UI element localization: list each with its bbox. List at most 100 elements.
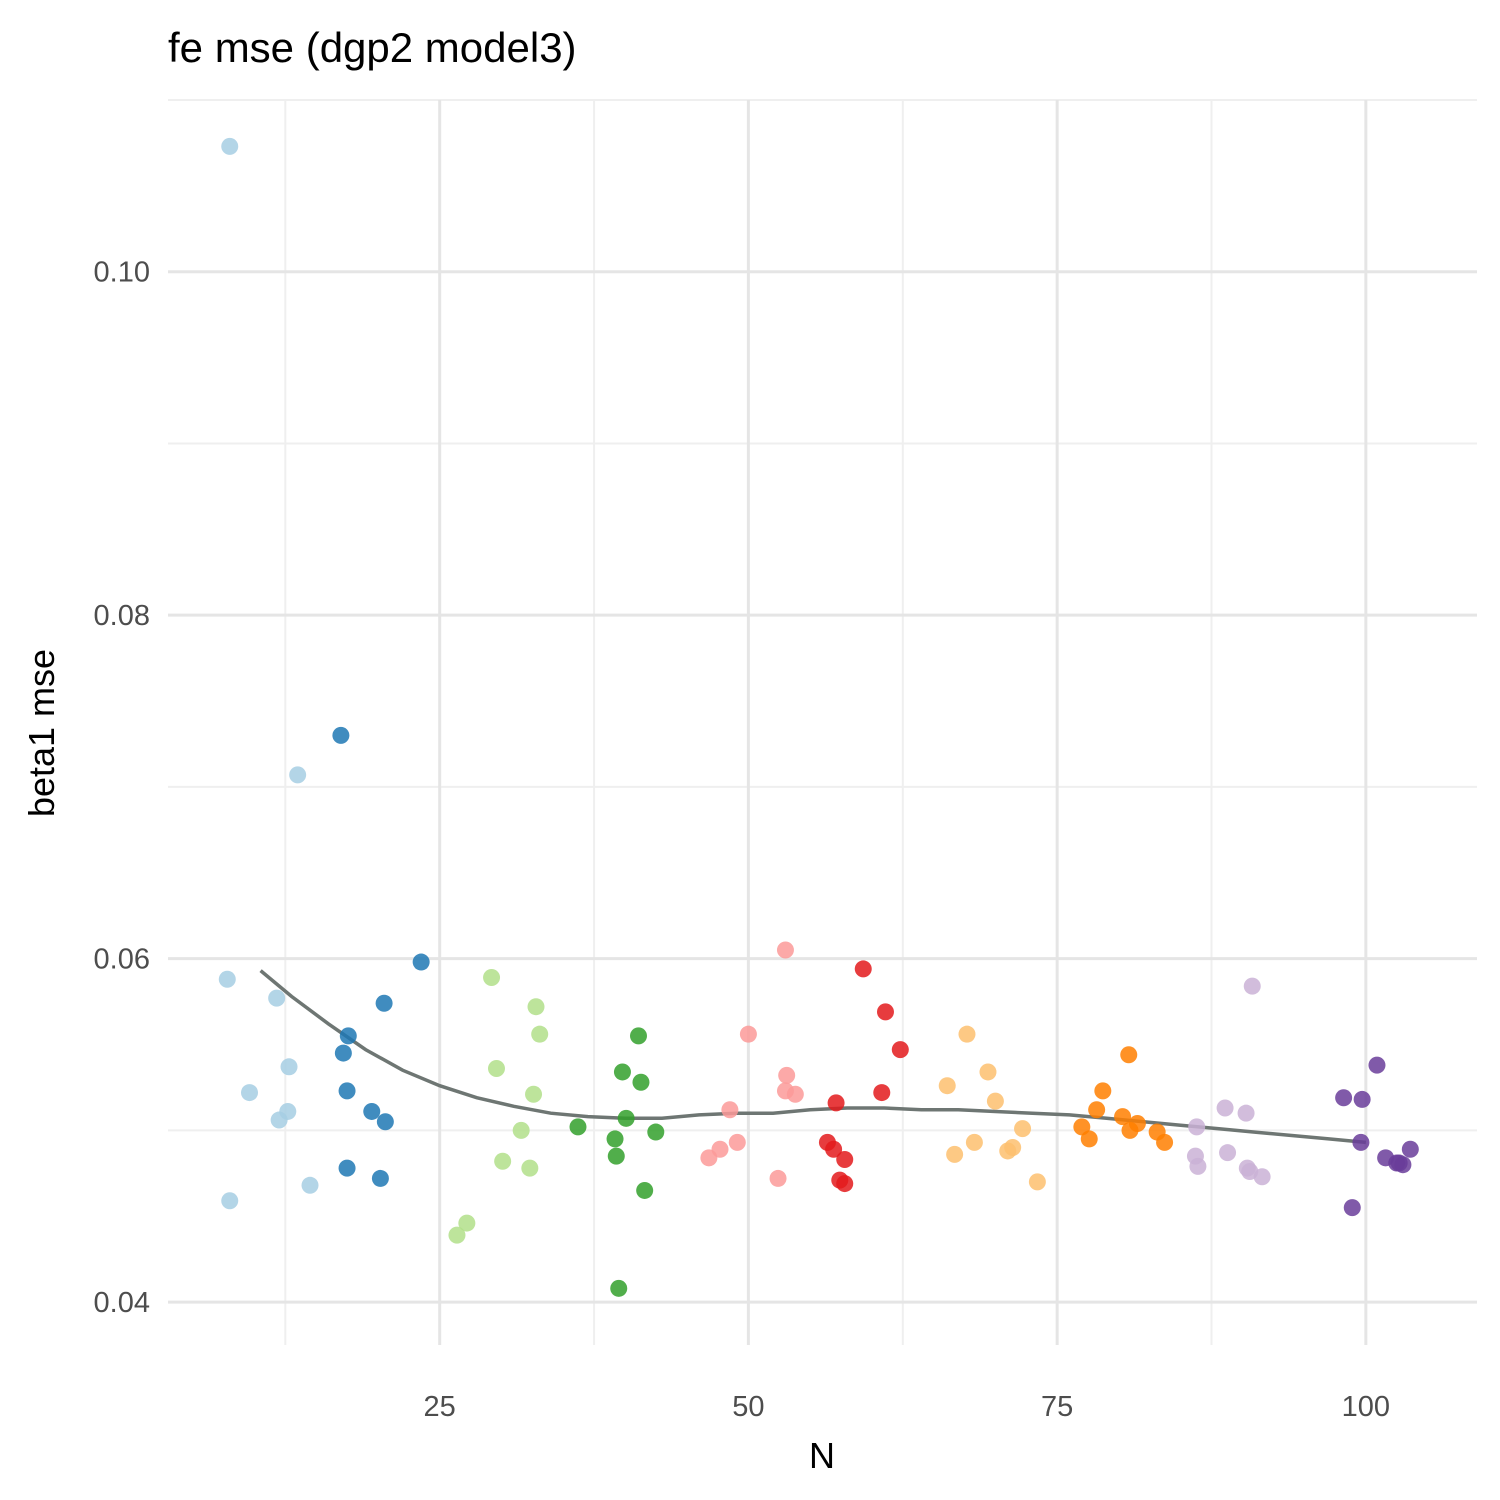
data-point [938,1077,956,1095]
smooth-line-layer [259,969,1367,1145]
points-layer [218,137,1419,1297]
data-point [412,953,430,971]
data-point [527,998,545,1016]
data-point [891,1041,909,1059]
data-point [458,1214,476,1232]
data-point [1188,1118,1206,1136]
data-point [1114,1108,1132,1126]
x-tick-label: 50 [732,1391,764,1423]
data-point [531,1025,549,1043]
data-point [1156,1133,1174,1151]
data-point [1120,1046,1138,1064]
data-point [339,1027,357,1045]
data-point [512,1121,530,1139]
data-point [721,1101,739,1119]
data-point [999,1142,1017,1160]
x-axis: 25 50 75 100 [424,1391,1391,1423]
data-point [1121,1121,1139,1139]
data-point [289,766,307,784]
data-point [1080,1130,1098,1148]
data-point [1368,1056,1386,1074]
data-point [1353,1090,1371,1108]
data-point [1253,1168,1271,1186]
data-point [332,726,350,744]
data-point [876,1003,894,1021]
chart-title: fe mse (dgp2 model3) [168,24,577,71]
y-axis: 0.04 0.06 0.08 0.10 [94,257,150,1319]
data-point [268,989,286,1007]
y-tick-label: 0.04 [94,1287,150,1319]
data-point [873,1084,891,1102]
data-point [739,1025,757,1043]
data-point [786,1085,804,1103]
data-point [241,1084,259,1102]
data-point [280,1058,298,1076]
data-point [1219,1144,1237,1162]
data-point [1014,1120,1032,1138]
data-point [569,1118,587,1136]
data-point [483,969,501,987]
data-point [700,1149,718,1167]
data-point [965,1133,983,1151]
data-point [1394,1156,1412,1174]
data-point [375,994,393,1012]
data-point [376,1113,394,1131]
y-axis-title: beta1 mse [21,649,62,817]
data-point [617,1109,635,1127]
data-point [521,1159,539,1177]
data-point [1189,1157,1207,1175]
data-point [1088,1101,1106,1119]
data-point [487,1060,505,1078]
data-point [270,1111,288,1129]
y-tick-label: 0.06 [94,944,150,976]
data-point [958,1025,976,1043]
data-point [636,1181,654,1199]
data-point [946,1145,964,1163]
data-point [371,1169,389,1187]
data-point [647,1123,665,1141]
data-point [979,1063,997,1081]
data-point [338,1082,356,1100]
data-point [448,1226,466,1244]
data-point [728,1133,746,1151]
x-axis-title: N [809,1435,835,1476]
data-point [776,941,794,959]
x-tick-label: 100 [1342,1391,1390,1423]
data-point [218,970,236,988]
data-point [629,1027,647,1045]
data-point [1335,1089,1353,1107]
data-point [613,1063,631,1081]
data-point [1237,1104,1255,1122]
data-point [221,1192,239,1210]
y-tick-label: 0.10 [94,257,150,289]
grid [168,99,1477,1345]
data-point [221,137,239,155]
data-point [1094,1082,1112,1100]
data-point [338,1159,356,1177]
data-point [525,1085,543,1103]
data-point [607,1147,625,1165]
data-point [827,1094,845,1112]
data-point [1401,1140,1419,1158]
data-point [1352,1133,1370,1151]
data-point [363,1102,381,1120]
x-tick-label: 75 [1041,1391,1073,1423]
data-point [606,1130,624,1148]
data-point [854,960,872,978]
data-point [778,1066,796,1084]
data-point [836,1175,854,1193]
data-point [301,1176,319,1194]
data-point [769,1169,787,1187]
data-point [334,1044,352,1062]
data-point [1216,1099,1234,1117]
data-point [632,1073,650,1091]
data-point [825,1140,843,1158]
data-point [1028,1173,1046,1191]
data-point [494,1152,512,1170]
y-tick-label: 0.08 [94,600,150,632]
data-point [1343,1199,1361,1217]
data-point [836,1151,854,1169]
smooth-trend-line [259,969,1367,1145]
data-point [1243,977,1261,995]
